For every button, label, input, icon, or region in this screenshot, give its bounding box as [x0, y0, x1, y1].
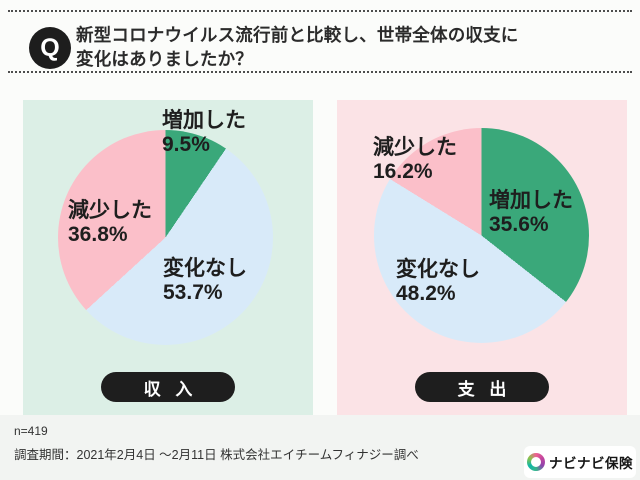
question-title: 新型コロナウイルス流行前と比較し、世帯全体の収支に 変化はありましたか？	[76, 23, 624, 71]
expense-decrease-label: 減少した	[373, 136, 457, 159]
income-increase-value: 9.5%	[162, 133, 210, 156]
header-dotted-divider	[8, 71, 632, 73]
income-nochange-value: 53.7%	[163, 281, 223, 304]
income-decrease-label: 減少した	[68, 199, 152, 222]
brand-ring-icon	[527, 453, 545, 471]
expense-slice-label-increase: 増加した 35.6%	[489, 189, 573, 237]
expense-nochange-label: 変化なし	[396, 258, 480, 281]
survey-period-text: 調査期間：2021年2月4日 ～2月11日 株式会社エイチームフィナジー調べ	[14, 448, 419, 462]
expense-pie-chart	[374, 128, 589, 343]
expense-nochange-value: 48.2%	[396, 282, 456, 305]
sample-size-text: n=419	[14, 424, 48, 438]
income-pill: 収 入	[101, 372, 235, 402]
income-slice-label-increase: 増加した 9.5%	[162, 109, 246, 157]
expense-increase-value: 35.6%	[489, 213, 549, 236]
expense-increase-label: 増加した	[489, 189, 573, 212]
income-pie-chart	[58, 130, 273, 345]
top-dotted-divider	[8, 10, 632, 12]
question-badge: Q	[29, 27, 71, 69]
question-badge-letter: Q	[40, 33, 60, 62]
income-panel: 増加した 9.5% 減少した 36.8% 変化なし 53.7% 収 入	[23, 100, 313, 415]
brand-logo-text: ナビナビ保険	[549, 456, 633, 471]
expense-slice-label-nochange: 変化なし 48.2%	[396, 258, 480, 306]
brand-logo: ナビナビ保険	[524, 446, 636, 478]
income-decrease-value: 36.8%	[68, 223, 128, 246]
expense-panel: 減少した 16.2% 増加した 35.6% 変化なし 48.2% 支 出	[337, 100, 627, 415]
expense-slice-label-decrease: 減少した 16.2%	[373, 136, 457, 184]
income-pill-label: 収 入	[143, 379, 198, 399]
expense-decrease-value: 16.2%	[373, 160, 433, 183]
income-increase-label: 増加した	[162, 109, 246, 132]
question-line-2: 変化はありましたか？	[76, 49, 253, 69]
question-line-1: 新型コロナウイルス流行前と比較し、世帯全体の収支に	[76, 25, 519, 45]
expense-pill: 支 出	[415, 372, 549, 402]
income-slice-label-decrease: 減少した 36.8%	[68, 199, 152, 247]
expense-pill-label: 支 出	[457, 379, 512, 399]
income-slice-label-nochange: 変化なし 53.7%	[163, 257, 247, 305]
income-nochange-label: 変化なし	[163, 257, 247, 280]
